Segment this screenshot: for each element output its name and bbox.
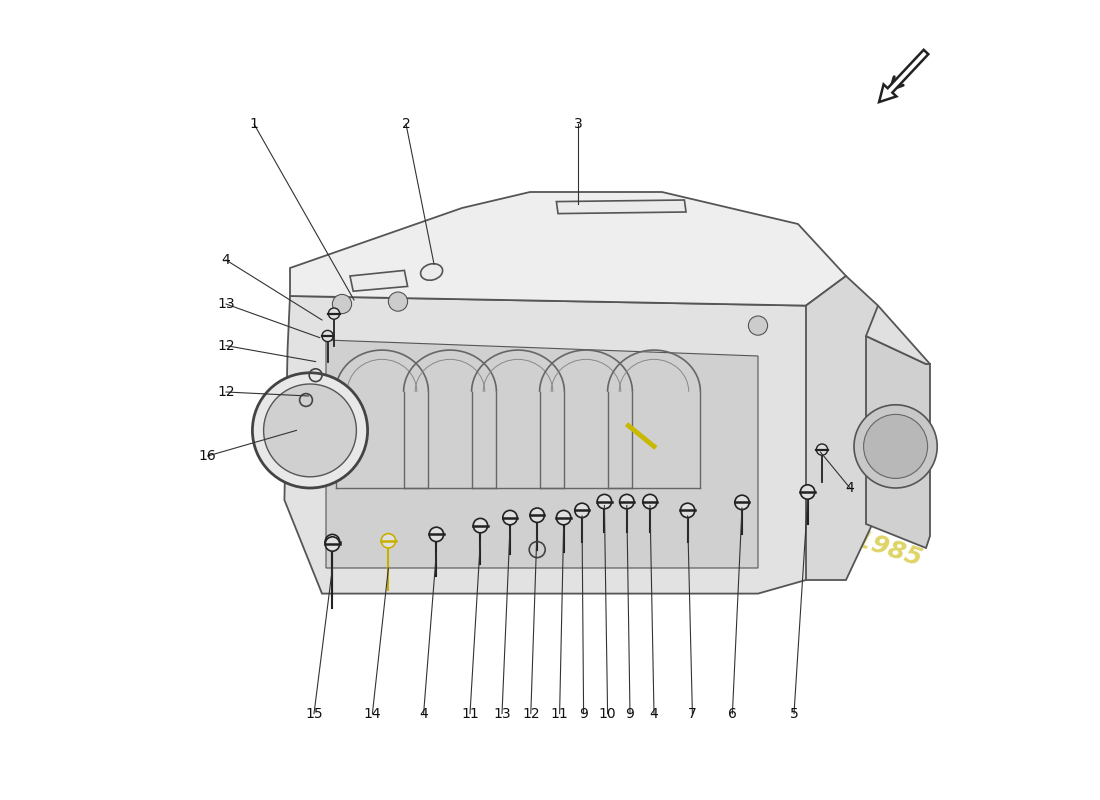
Circle shape xyxy=(681,503,695,518)
Text: 13: 13 xyxy=(217,297,234,311)
Text: 9: 9 xyxy=(580,706,588,721)
Text: 6: 6 xyxy=(728,706,737,721)
Text: 14: 14 xyxy=(364,706,382,721)
Circle shape xyxy=(264,384,356,477)
Circle shape xyxy=(642,494,657,509)
Text: 7: 7 xyxy=(688,706,696,721)
Circle shape xyxy=(382,534,396,548)
Text: 10: 10 xyxy=(598,706,616,721)
Text: 4: 4 xyxy=(419,706,428,721)
Text: 4: 4 xyxy=(650,706,659,721)
Text: a passion for cars since 1985: a passion for cars since 1985 xyxy=(527,421,925,571)
Text: 5: 5 xyxy=(790,706,799,721)
Polygon shape xyxy=(557,200,686,214)
Text: 11: 11 xyxy=(551,706,569,721)
Text: 4: 4 xyxy=(221,253,230,267)
Text: 13: 13 xyxy=(493,706,510,721)
Text: 9: 9 xyxy=(626,706,635,721)
Circle shape xyxy=(816,444,827,455)
Circle shape xyxy=(557,510,571,525)
Polygon shape xyxy=(866,336,930,548)
Circle shape xyxy=(619,494,634,509)
Circle shape xyxy=(503,510,517,525)
Polygon shape xyxy=(285,296,846,594)
Text: ares: ares xyxy=(521,290,867,510)
Circle shape xyxy=(735,495,749,510)
Text: 15: 15 xyxy=(305,706,322,721)
Circle shape xyxy=(801,485,815,499)
Circle shape xyxy=(854,405,937,488)
Text: 1: 1 xyxy=(250,117,258,131)
Polygon shape xyxy=(806,276,878,580)
Circle shape xyxy=(322,330,333,342)
Circle shape xyxy=(429,527,443,542)
Polygon shape xyxy=(326,340,758,568)
Text: 4: 4 xyxy=(846,481,855,495)
Circle shape xyxy=(329,308,340,319)
Circle shape xyxy=(530,508,544,522)
Text: 12: 12 xyxy=(522,706,540,721)
Circle shape xyxy=(332,294,352,314)
Circle shape xyxy=(575,503,590,518)
Circle shape xyxy=(252,373,367,488)
Text: 16: 16 xyxy=(199,449,217,463)
Polygon shape xyxy=(866,306,930,364)
Text: 12: 12 xyxy=(217,385,234,399)
Circle shape xyxy=(864,414,927,478)
Text: euros: euros xyxy=(475,275,912,525)
Text: 2: 2 xyxy=(402,117,410,131)
Polygon shape xyxy=(290,192,846,306)
Circle shape xyxy=(388,292,408,311)
Circle shape xyxy=(473,518,487,533)
Text: 3: 3 xyxy=(573,117,582,131)
Ellipse shape xyxy=(420,264,442,280)
FancyArrow shape xyxy=(879,50,928,102)
Circle shape xyxy=(326,537,340,551)
Text: 12: 12 xyxy=(217,338,234,353)
Text: 11: 11 xyxy=(461,706,478,721)
Circle shape xyxy=(597,494,612,509)
Circle shape xyxy=(748,316,768,335)
Polygon shape xyxy=(350,270,408,291)
Circle shape xyxy=(326,534,340,549)
